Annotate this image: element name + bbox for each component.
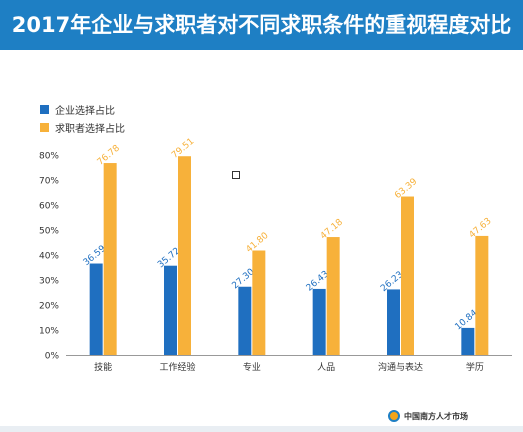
- footer-logo: 中国南方人才市场: [388, 410, 468, 422]
- title-bar: [0, 0, 523, 50]
- bottom-band: [0, 426, 523, 432]
- bar-enterprise: [164, 265, 177, 355]
- bar-seeker: [178, 156, 191, 355]
- logo-text: 中国南方人才市场: [404, 411, 468, 421]
- legend-label-enterprise: 企业选择占比: [55, 105, 115, 117]
- legend-swatch-seeker: [40, 122, 49, 132]
- y-tick-label: 30%: [39, 277, 59, 287]
- bar-enterprise: [387, 289, 400, 355]
- x-tick-label: 工作经验: [159, 361, 195, 373]
- bar-enterprise: [312, 288, 326, 355]
- y-tick-label: 40%: [39, 252, 59, 262]
- legend: 企业选择占比 求职者选择占比: [40, 100, 125, 136]
- small-square-marker: [232, 171, 240, 179]
- y-tick-label: 60%: [39, 202, 59, 212]
- y-tick-label: 80%: [39, 152, 59, 162]
- bar-seeker: [103, 163, 117, 355]
- y-tick-label: 0%: [45, 352, 60, 362]
- bar-seeker: [252, 250, 266, 355]
- x-tick-label: 人品: [317, 362, 335, 373]
- chart-title: 2017年企业与求职者对不同求职条件的重视程度对比: [11, 13, 512, 37]
- bar-seeker: [401, 196, 414, 355]
- bar-enterprise: [461, 327, 475, 355]
- bar-enterprise: [238, 286, 252, 355]
- y-tick-label: 50%: [39, 227, 59, 237]
- legend-label-seeker: 求职者选择占比: [55, 123, 125, 135]
- y-tick-label: 70%: [39, 177, 59, 187]
- bar-enterprise: [89, 263, 103, 355]
- x-tick-label: 专业: [243, 361, 261, 373]
- y-tick-label: 10%: [39, 327, 59, 337]
- legend-swatch-enterprise: [40, 104, 49, 114]
- y-tick-label: 20%: [39, 302, 59, 312]
- x-tick-label: 沟通与表达: [378, 361, 423, 373]
- bar-seeker: [475, 235, 489, 355]
- x-tick-label: 学历: [466, 361, 484, 373]
- legend-item-enterprise: 企业选择占比: [40, 100, 125, 118]
- x-tick-label: 技能: [94, 361, 112, 373]
- logo-icon: [388, 410, 400, 422]
- bar-seeker: [326, 237, 340, 355]
- legend-item-seeker: 求职者选择占比: [40, 118, 125, 136]
